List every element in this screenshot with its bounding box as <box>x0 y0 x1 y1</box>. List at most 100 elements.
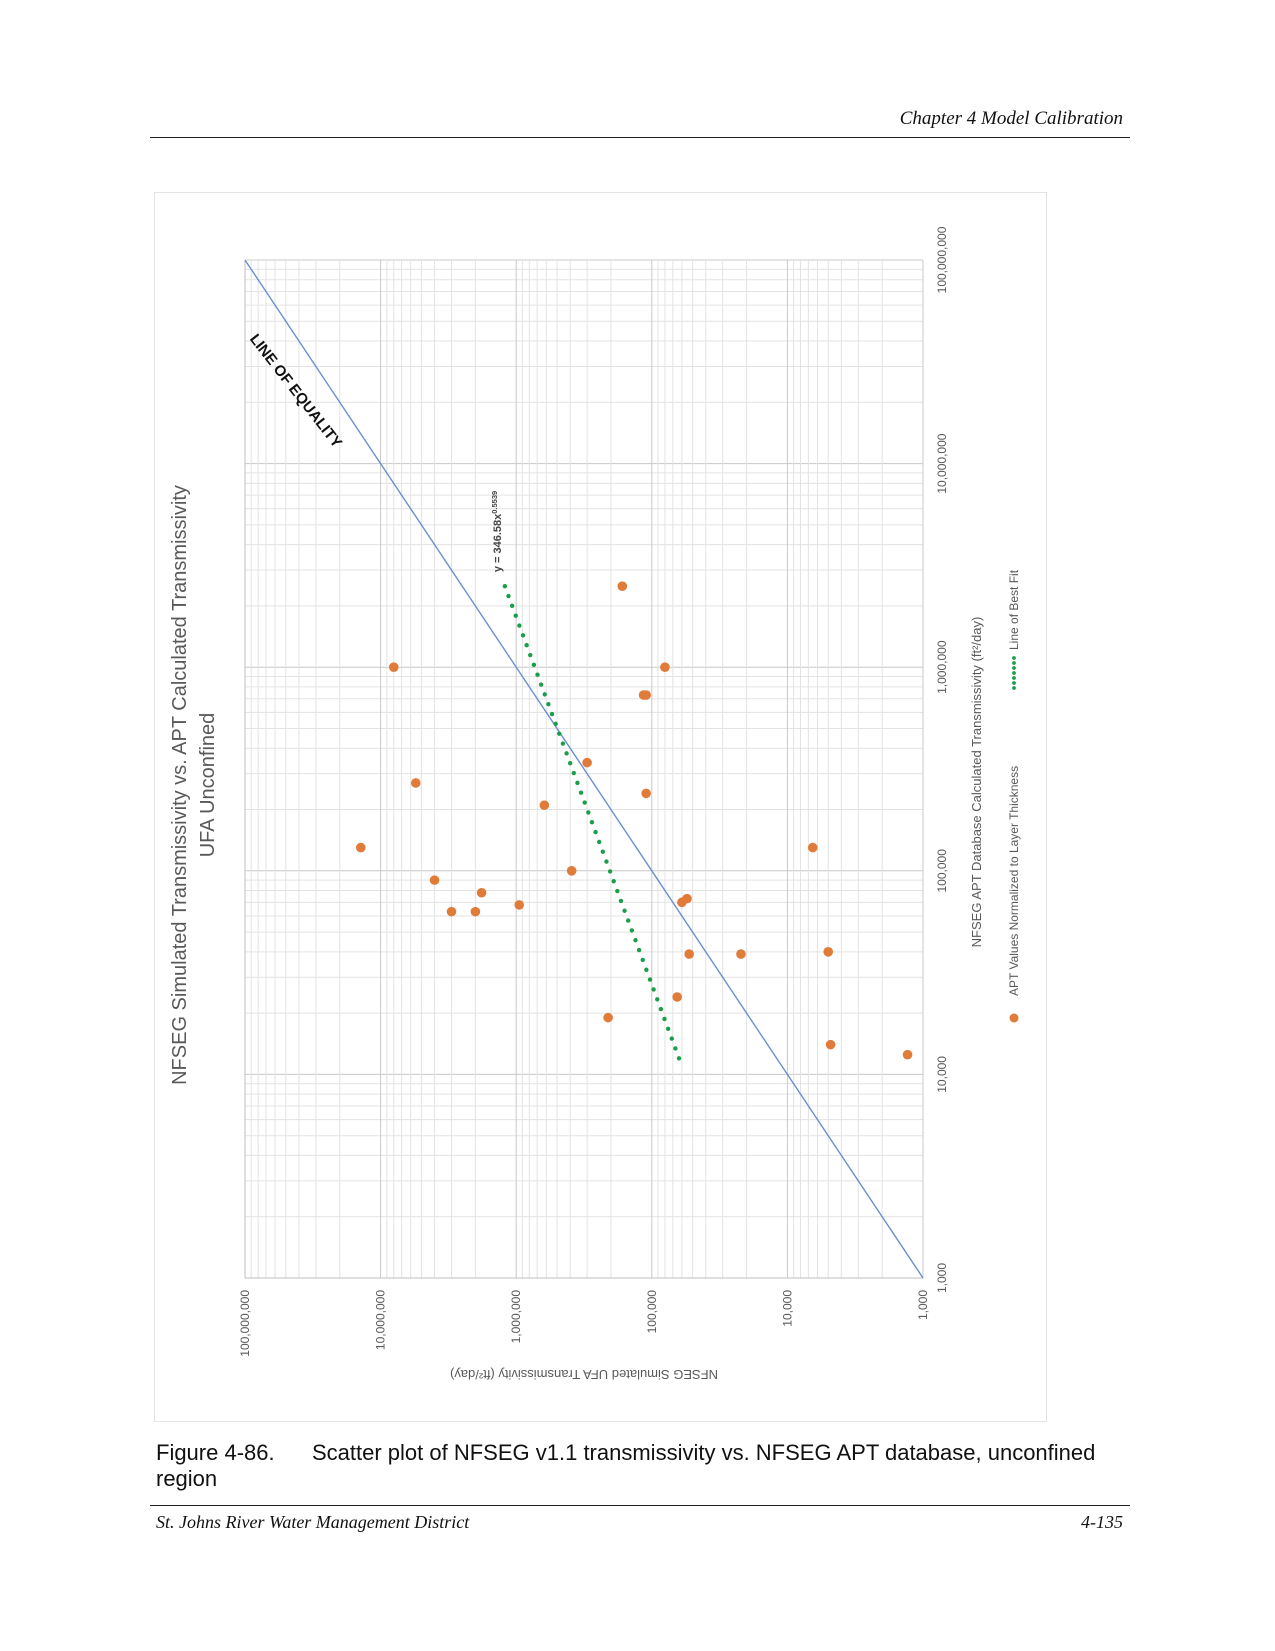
x-tick-label: 100,000,000 <box>935 226 949 293</box>
data-point <box>514 900 525 910</box>
legend-fit-dot <box>1012 681 1016 685</box>
data-point <box>603 1012 613 1023</box>
best-fit-dot <box>557 731 562 736</box>
best-fit-dot <box>542 692 547 697</box>
chart-title: NFSEG Simulated Transmissivity vs. APT C… <box>169 485 191 1085</box>
best-fit-dot <box>655 997 660 1002</box>
best-fit-dot <box>644 967 649 972</box>
data-point <box>641 788 651 799</box>
data-point <box>682 893 692 904</box>
header-rule <box>150 137 1130 138</box>
best-fit-dot <box>600 849 606 854</box>
x-tick-label: 10,000 <box>935 1056 949 1093</box>
best-fit-dot <box>546 702 551 707</box>
chapter-header: Chapter 4 Model Calibration <box>899 108 1123 129</box>
data-point <box>736 949 746 959</box>
best-fit-dot <box>593 829 598 835</box>
legend-fit-dot <box>1012 661 1016 665</box>
data-point <box>411 778 421 788</box>
y-tick-labels: 1,000 10,000 100,000 1,000,000 10,000,000 100… <box>238 1290 930 1357</box>
best-fit-dot <box>586 810 591 815</box>
data-point <box>429 875 440 885</box>
line-of-equality-label: LINE OF EQUALITY <box>246 331 345 451</box>
best-fit-dot <box>636 947 642 953</box>
best-fit-dot <box>535 672 540 677</box>
best-fit-dot <box>626 918 631 923</box>
data-point <box>823 947 834 957</box>
footer-page-number: 4-135 <box>1081 1512 1123 1532</box>
y-tick-label: 100,000,000 <box>238 1290 252 1357</box>
x-tick-label: 1,000,000 <box>935 640 949 694</box>
best-fit-dot <box>618 898 624 904</box>
equation-exponent: 0.5539 <box>490 491 499 514</box>
x-tick-label: 100,000 <box>935 849 949 893</box>
chart-grid <box>244 259 924 1279</box>
best-fit-dot <box>513 613 518 618</box>
best-fit-dot <box>553 721 558 727</box>
best-fit-dot <box>633 938 638 943</box>
data-point <box>617 581 628 591</box>
y-tick-label: 10,000,000 <box>374 1290 388 1350</box>
data-point <box>476 887 487 898</box>
best-fit-dot <box>567 761 573 766</box>
best-fit-dot <box>538 682 544 687</box>
x-tick-label: 10,000,000 <box>935 433 949 493</box>
best-fit-dot <box>575 780 580 786</box>
best-fit-dot <box>502 583 508 589</box>
best-fit-dot <box>564 751 569 756</box>
data-point <box>660 662 670 672</box>
best-fit-dot <box>629 928 635 933</box>
best-fit-dot <box>531 662 537 668</box>
data-point <box>825 1039 836 1050</box>
best-fit-dot <box>509 603 515 609</box>
chart-legend: APT Values Normalized to Layer Thickness… <box>1007 569 1021 1023</box>
data-point <box>566 866 577 876</box>
y-tick-label: 100,000 <box>645 1290 659 1334</box>
best-fit-dot <box>604 859 609 864</box>
data-point <box>388 662 399 672</box>
legend-label-apt: APT Values Normalized to Layer Thickness <box>1007 766 1021 996</box>
best-fit-line <box>502 583 682 1061</box>
best-fit-dot <box>524 642 529 648</box>
data-point <box>902 1049 913 1060</box>
data-point <box>539 800 550 810</box>
legend-fit-dot <box>1012 671 1016 675</box>
data-point <box>446 906 457 917</box>
best-fit-dot <box>578 790 584 795</box>
line-of-equality <box>244 259 924 1279</box>
best-fit-dot <box>676 1056 682 1061</box>
figure-caption-text: Scatter plot of NFSEG v1.1 transmissivit… <box>156 1440 1096 1491</box>
data-point <box>684 949 694 959</box>
legend-fit-dot <box>1012 676 1016 680</box>
best-fit-dot <box>528 652 533 658</box>
best-fit-dot <box>607 869 613 874</box>
equation-base: y = 346.58x <box>492 513 504 572</box>
best-fit-dot <box>651 987 656 992</box>
footer-organization: St. Johns River Water Management Distric… <box>156 1512 470 1532</box>
x-axis-title: NFSEG APT Database Calculated Transmissi… <box>969 617 984 948</box>
legend-fit-dot <box>1012 666 1016 670</box>
legend-label-best-fit: Line of Best Fit <box>1007 569 1021 650</box>
best-fit-dot <box>669 1036 674 1041</box>
best-fit-dot <box>615 888 620 894</box>
legend-fit-dot <box>1012 656 1016 660</box>
best-fit-dot <box>658 1006 664 1012</box>
best-fit-dot <box>665 1026 671 1031</box>
best-fit-dot <box>571 770 576 776</box>
legend-marker-apt <box>1009 1013 1019 1023</box>
figure-number: Figure 4-86. <box>156 1440 275 1465</box>
best-fit-dot <box>622 908 627 913</box>
data-points <box>355 581 913 1060</box>
figure-caption: Figure 4-86. Scatter plot of NFSEG v1.1 t… <box>156 1440 1116 1492</box>
best-fit-dot <box>611 879 616 884</box>
data-point <box>470 906 481 917</box>
best-fit-dot <box>517 623 522 628</box>
data-point <box>641 690 651 700</box>
x-tick-labels: 1,000 10,000 100,000 1,000,000 10,000,000 100… <box>935 226 949 1293</box>
legend-fit-dot <box>1012 686 1016 690</box>
y-axis-title: NFSEG Simulated UFA Transmissivity (ft²/… <box>450 1367 718 1382</box>
best-fit-dot <box>662 1016 667 1022</box>
best-fit-dot <box>589 820 595 825</box>
best-fit-dot <box>673 1046 678 1051</box>
